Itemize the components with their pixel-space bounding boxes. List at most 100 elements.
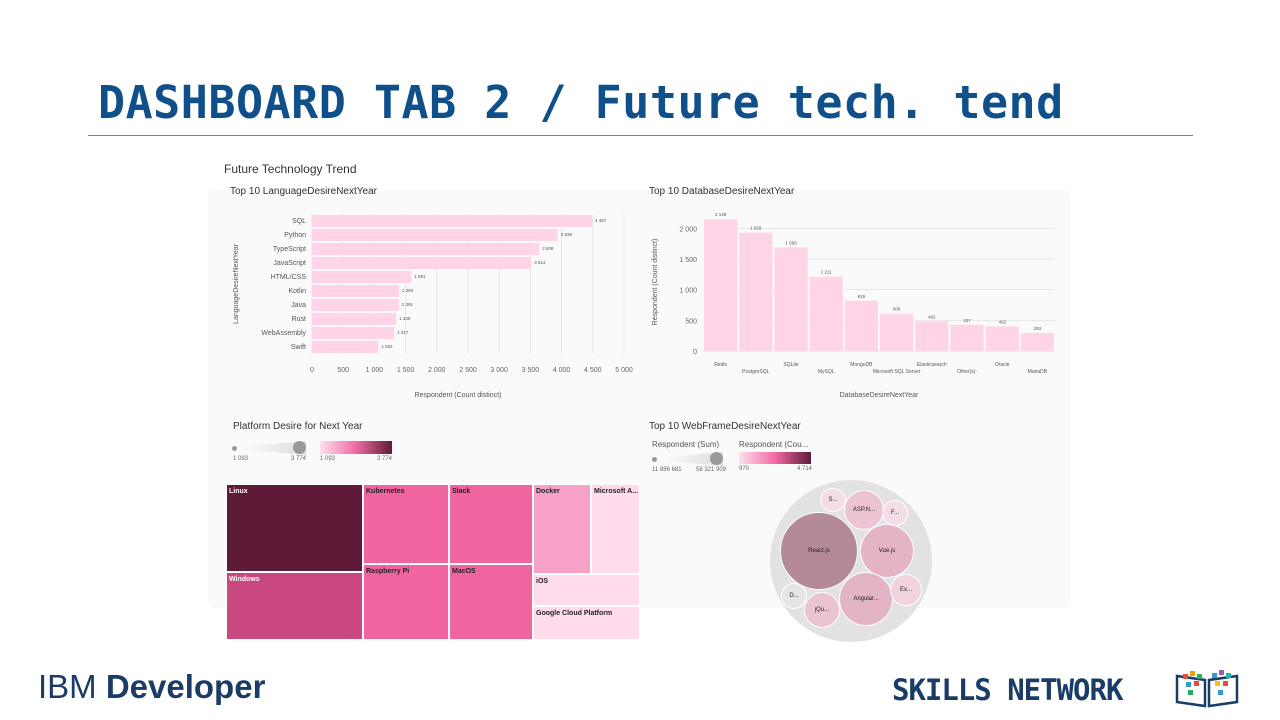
bubble-label: jQu...: [814, 607, 830, 613]
x-tick-label: Microsoft SQL Server: [873, 369, 921, 375]
size-legend-max-dot: [293, 441, 306, 454]
dashboard-title: Future Technology Trend: [224, 162, 357, 176]
data-label: 2 149: [715, 212, 727, 217]
x-tick-label: 0: [310, 367, 314, 374]
bubble-size-max: 58 321 909: [696, 467, 727, 473]
bar[interactable]: [312, 313, 397, 325]
treemap-cell-microsoft-azure: Microsoft A...: [591, 484, 640, 574]
ibm-developer-logo: IBM Developer: [38, 668, 265, 706]
y-tick-label: Swift: [291, 344, 306, 351]
x-tick-label: SQLite: [783, 362, 799, 368]
bubble-size-max-dot: [710, 452, 723, 465]
treemap-label: MacOS: [452, 568, 476, 575]
bubble-label: ASP.N...: [852, 507, 876, 513]
x-tick-label: 3 500: [522, 367, 540, 374]
bubble-vue: Vue.js: [860, 524, 914, 578]
x-axis-label: DatabaseDesireNextYear: [840, 392, 919, 399]
platform-treemap: Linux Windows Kubernetes Raspberry Pi Sl…: [226, 484, 640, 640]
treemap-label: Windows: [229, 576, 260, 583]
color-legend-min: 1 093: [320, 456, 336, 462]
data-label: 293: [1034, 326, 1042, 331]
bar[interactable]: [739, 232, 773, 351]
bubble-size-min-dot: [652, 457, 657, 462]
bubble-flask: F...: [882, 500, 908, 526]
x-tick-label: 2 500: [459, 367, 477, 374]
x-tick-label: PostgreSQL: [742, 369, 769, 375]
treemap-cell-raspberry-pi: Raspberry Pi: [363, 564, 449, 640]
bar[interactable]: [844, 300, 878, 351]
database-bar-chart: 0 500 1 000 1 500 2 000 2 149 Redis 1 929 Postgr…: [652, 212, 1055, 399]
y-tick-label: 500: [685, 318, 697, 325]
treemap-label: iOS: [536, 578, 549, 585]
bar[interactable]: [312, 327, 395, 339]
size-legend-min-dot: [232, 446, 237, 451]
bar[interactable]: [312, 229, 558, 241]
bubble-color-max: 4 714: [797, 466, 813, 472]
x-tick-label: 1 000: [366, 367, 384, 374]
bar[interactable]: [312, 215, 592, 227]
bar[interactable]: [985, 326, 1019, 351]
bubble-spring: S...: [820, 488, 846, 512]
bubble-size-min: 11 886 681: [652, 467, 682, 473]
bar[interactable]: [312, 341, 379, 353]
data-label: 482: [928, 314, 936, 319]
treemap-label: Google Cloud Platform: [536, 610, 613, 617]
treemap-cell-kubernetes: Kubernetes: [363, 484, 449, 564]
bar[interactable]: [312, 285, 399, 297]
treemap-label: Raspberry Pi: [366, 568, 410, 575]
bar[interactable]: [880, 313, 914, 351]
treemap-cell-linux: Linux: [226, 484, 363, 572]
data-label: 3 514: [534, 260, 546, 265]
bar[interactable]: [312, 299, 399, 311]
bar[interactable]: [704, 219, 738, 351]
bar[interactable]: [950, 324, 984, 351]
bar[interactable]: [312, 243, 540, 255]
color-legend-gradient: [320, 441, 392, 454]
platform-chart-title: Platform Desire for Next Year: [233, 421, 363, 432]
treemap-label: Linux: [229, 488, 248, 495]
x-tick-label: 5 000: [615, 367, 633, 374]
webframe-chart-title: Top 10 WebFrameDesireNextYear: [649, 421, 801, 432]
treemap-label: Slack: [452, 488, 471, 495]
color-legend-max: 3 774: [377, 456, 393, 462]
y-tick-label: Java: [291, 302, 306, 309]
size-legend-min: 1 093: [233, 456, 249, 462]
treemap-label: Kubernetes: [366, 488, 405, 495]
bubble-aspnet: ASP.N...: [844, 490, 884, 530]
bar[interactable]: [915, 321, 949, 351]
treemap-cell-macos: MacOS: [449, 564, 533, 640]
y-tick-label: Kotlin: [288, 288, 306, 295]
y-tick-label: 0: [693, 349, 697, 356]
y-axis-label: Respondent (Count distinct): [652, 239, 659, 326]
bubble-express: Ex...: [890, 574, 922, 606]
x-tick-label: MySQL: [818, 369, 835, 375]
treemap-cell-docker: Docker: [533, 484, 591, 574]
y-tick-label: HTML/CSS: [271, 274, 307, 281]
data-label: 1 317: [397, 330, 409, 335]
treemap-label: Microsoft A...: [594, 488, 639, 495]
y-tick-label: WebAssembly: [261, 330, 306, 337]
bubble-label: D...: [789, 593, 799, 599]
size-legend-max: 3 774: [291, 456, 307, 462]
bar[interactable]: [1020, 333, 1054, 351]
data-label: 1 929: [750, 226, 762, 231]
x-axis-label: Respondent (Count distinct): [415, 392, 502, 399]
bar[interactable]: [774, 247, 808, 351]
bar[interactable]: [312, 271, 412, 283]
bubble-angular: Angular...: [839, 572, 893, 626]
y-tick-label: 1 000: [679, 288, 697, 295]
bubble-color-gradient: [739, 452, 811, 464]
ibm-logo-bold: Developer: [105, 668, 266, 705]
treemap-cell-windows: Windows: [226, 572, 363, 640]
treemap-cell-slack: Slack: [449, 484, 533, 564]
data-label: 3 938: [561, 232, 573, 237]
database-chart-title: Top 10 DatabaseDesireNextYear: [649, 186, 795, 197]
x-tick-label: Oracle: [995, 362, 1010, 368]
bar[interactable]: [312, 257, 532, 269]
treemap-cell-google-cloud: Google Cloud Platform: [533, 606, 640, 640]
language-chart-title: Top 10 LanguageDesireNextYear: [230, 186, 377, 197]
y-tick-label: TypeScript: [273, 246, 306, 253]
y-tick-label: 2 000: [679, 226, 697, 233]
bar[interactable]: [809, 276, 843, 351]
bubble-label: Angular...: [853, 596, 879, 602]
